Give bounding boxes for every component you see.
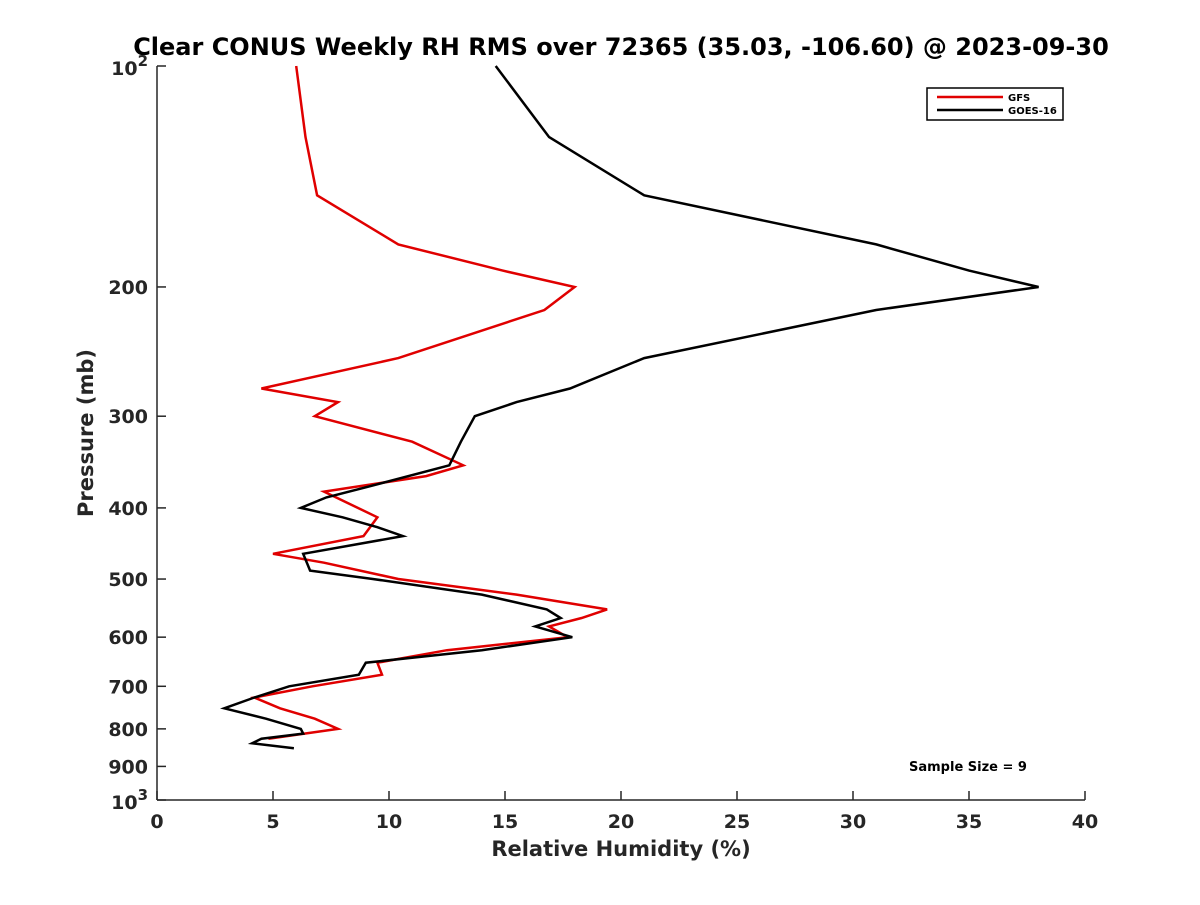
- legend-label-gfs: GFS: [1008, 93, 1030, 104]
- x-tick-label: 30: [840, 811, 866, 833]
- y-tick-label: 200: [108, 277, 148, 299]
- x-axis-label: Relative Humidity (%): [491, 837, 750, 861]
- y-axis-label: Pressure (mb): [74, 349, 98, 517]
- y-tick-label: 600: [108, 627, 148, 649]
- x-tick-label: 35: [956, 811, 982, 833]
- y-tick-label: 900: [108, 756, 148, 778]
- y-tick-label: 800: [108, 719, 148, 741]
- y-tick-label: 500: [108, 569, 148, 591]
- y-tick-label: 300: [108, 406, 148, 428]
- chart-title: Clear CONUS Weekly RH RMS over 72365 (35…: [133, 33, 1109, 61]
- y-tick-label: 102: [111, 52, 148, 80]
- series-line-goes-16: [219, 65, 1039, 750]
- legend-box: [926, 87, 1064, 121]
- x-tick-label: 0: [150, 811, 163, 833]
- legend: GFS GOES-16: [926, 87, 1064, 121]
- x-tick-label: 25: [724, 811, 750, 833]
- x-tick-label: 40: [1072, 811, 1098, 833]
- series-line-gfs: [250, 65, 608, 740]
- x-tick-group: 0 5 10 15 20 25 30 35 40: [150, 791, 1098, 833]
- x-tick-label: 20: [608, 811, 634, 833]
- y-tick-label: 400: [108, 498, 148, 520]
- plot-series-group: [219, 65, 1039, 750]
- y-tick-group: 102 200 300 400 500 600 700 800 900 103: [108, 52, 166, 814]
- x-tick-label: 5: [266, 811, 279, 833]
- x-tick-label: 15: [492, 811, 518, 833]
- y-tick-label: 700: [108, 676, 148, 698]
- legend-label-goes-16: GOES-16: [1008, 106, 1057, 117]
- sample-size-annotation: Sample Size = 9: [909, 760, 1027, 775]
- y-tick-label: 103: [111, 786, 148, 814]
- x-tick-label: 10: [376, 811, 402, 833]
